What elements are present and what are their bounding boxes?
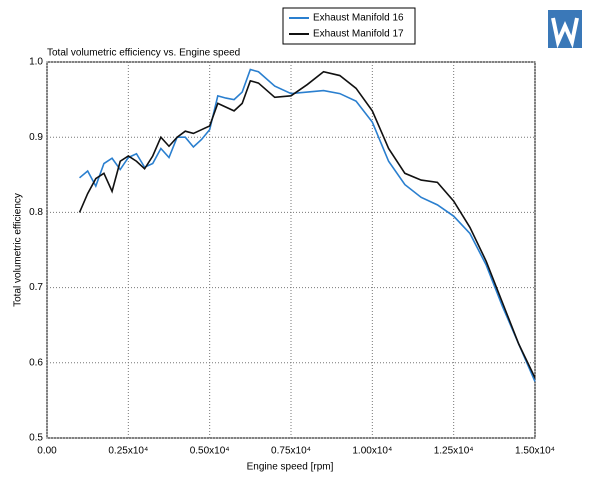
legend-box (282, 7, 416, 45)
y-tick-label: 1.0 (29, 57, 43, 68)
plot-frame (46, 61, 536, 439)
x-tick-label: 0.50x10⁴ (190, 446, 230, 457)
legend-label: Exhaust Manifold 17 (313, 29, 404, 40)
series-line (79, 68, 536, 382)
x-tick-label: 1.00x10⁴ (352, 446, 392, 457)
y-tick-label: 0.9 (29, 132, 43, 143)
x-tick-label: 1.50x10⁴ (515, 446, 555, 457)
x-tick-label: 1.25x10⁴ (434, 446, 474, 457)
chart-title: Total volumetric efficiency vs. Engine s… (47, 48, 240, 59)
series-line (78, 70, 536, 379)
x-tick-label: 0.00 (37, 446, 57, 457)
y-tick-label: 0.8 (29, 207, 43, 218)
x-tick-label: 0.75x10⁴ (271, 446, 311, 457)
y-tick-label: 0.5 (29, 433, 43, 444)
y-tick-label: 0.7 (29, 282, 43, 293)
x-tick-label: 0.25x10⁴ (108, 446, 148, 457)
y-tick-label: 0.6 (29, 357, 43, 368)
legend-label: Exhaust Manifold 16 (313, 13, 404, 24)
logo (548, 10, 582, 49)
y-axis-label: Total volumetric efficiency (13, 193, 24, 307)
x-axis-label: Engine speed [rpm] (247, 462, 334, 473)
